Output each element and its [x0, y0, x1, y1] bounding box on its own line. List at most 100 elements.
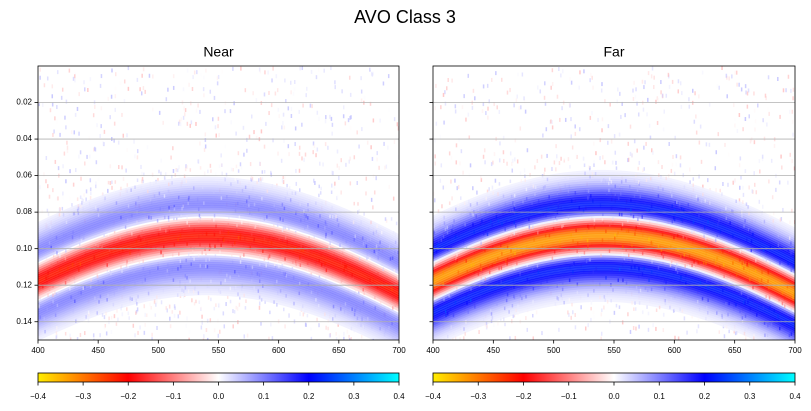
- noise: [556, 191, 559, 196]
- noise: [589, 115, 592, 120]
- noise: [683, 253, 686, 257]
- noise: [267, 70, 269, 75]
- noise: [783, 304, 786, 308]
- noise: [220, 153, 222, 158]
- noise: [372, 205, 374, 210]
- noise: [661, 93, 664, 98]
- noise: [591, 171, 594, 176]
- noise: [190, 262, 192, 266]
- noise: [248, 195, 251, 200]
- noise: [78, 131, 80, 136]
- noise: [785, 346, 787, 350]
- noise: [546, 153, 548, 158]
- noise: [567, 215, 570, 220]
- noise: [169, 324, 172, 329]
- noise: [157, 177, 159, 182]
- noise: [568, 278, 571, 282]
- noise: [363, 95, 366, 100]
- noise: [177, 237, 179, 242]
- noise: [638, 324, 640, 329]
- noise: [69, 286, 71, 291]
- noise: [521, 72, 524, 77]
- noise: [50, 245, 52, 250]
- noise: [748, 211, 750, 216]
- noise: [692, 88, 694, 93]
- noise: [551, 256, 554, 261]
- noise: [382, 81, 385, 86]
- noise: [165, 306, 167, 310]
- noise: [200, 325, 203, 330]
- noise: [55, 292, 58, 297]
- noise: [750, 248, 753, 253]
- noise: [335, 214, 337, 219]
- noise: [464, 222, 466, 227]
- noise: [452, 224, 454, 229]
- noise: [608, 177, 611, 181]
- noise: [136, 149, 139, 154]
- noise: [268, 254, 271, 258]
- noise: [728, 248, 730, 252]
- noise: [790, 332, 793, 336]
- noise: [589, 167, 591, 172]
- noise: [793, 359, 795, 363]
- noise: [362, 242, 365, 246]
- noise: [78, 92, 80, 97]
- noise: [58, 212, 61, 217]
- colorbar-tick-label: −0.3: [470, 392, 486, 401]
- noise: [732, 234, 734, 238]
- noise: [284, 78, 286, 83]
- noise: [334, 80, 336, 85]
- noise: [604, 298, 606, 302]
- y-tick-label: 0.08: [16, 207, 32, 216]
- noise: [205, 328, 208, 333]
- noise: [186, 220, 188, 225]
- noise: [229, 299, 232, 304]
- noise: [105, 331, 108, 336]
- noise: [56, 251, 58, 255]
- x-tick-label: 650: [728, 346, 742, 355]
- event-band: [38, 211, 399, 273]
- noise: [589, 72, 592, 77]
- noise: [331, 206, 333, 210]
- noise: [89, 77, 92, 82]
- noise: [454, 178, 456, 183]
- noise: [789, 220, 791, 224]
- noise: [265, 263, 267, 268]
- noise: [739, 264, 742, 269]
- noise: [239, 260, 242, 264]
- noise: [396, 363, 398, 367]
- noise: [391, 287, 393, 291]
- noise: [167, 215, 170, 220]
- noise: [236, 223, 238, 228]
- noise: [582, 156, 585, 161]
- noise: [564, 117, 567, 122]
- noise: [780, 154, 782, 159]
- noise: [206, 337, 209, 340]
- noise: [316, 147, 319, 152]
- noise: [461, 105, 464, 110]
- noise: [455, 256, 457, 261]
- noise: [525, 187, 528, 192]
- noise: [672, 154, 674, 159]
- noise: [166, 308, 169, 313]
- noise: [578, 85, 580, 90]
- noise: [600, 336, 602, 340]
- noise: [635, 326, 637, 331]
- noise: [299, 188, 301, 192]
- noise: [680, 104, 683, 109]
- noise: [141, 73, 143, 78]
- x-tick-label: 450: [487, 346, 501, 355]
- noise: [270, 322, 272, 327]
- noise: [135, 239, 138, 243]
- noise: [476, 190, 478, 195]
- noise: [715, 188, 717, 193]
- noise: [261, 196, 263, 201]
- colorbar-tick-label: 0.4: [789, 392, 801, 401]
- noise: [753, 182, 756, 187]
- noise: [156, 300, 158, 304]
- noise: [335, 182, 337, 187]
- noise: [302, 312, 305, 317]
- noise: [355, 322, 358, 326]
- noise: [694, 91, 696, 96]
- noise: [496, 105, 498, 110]
